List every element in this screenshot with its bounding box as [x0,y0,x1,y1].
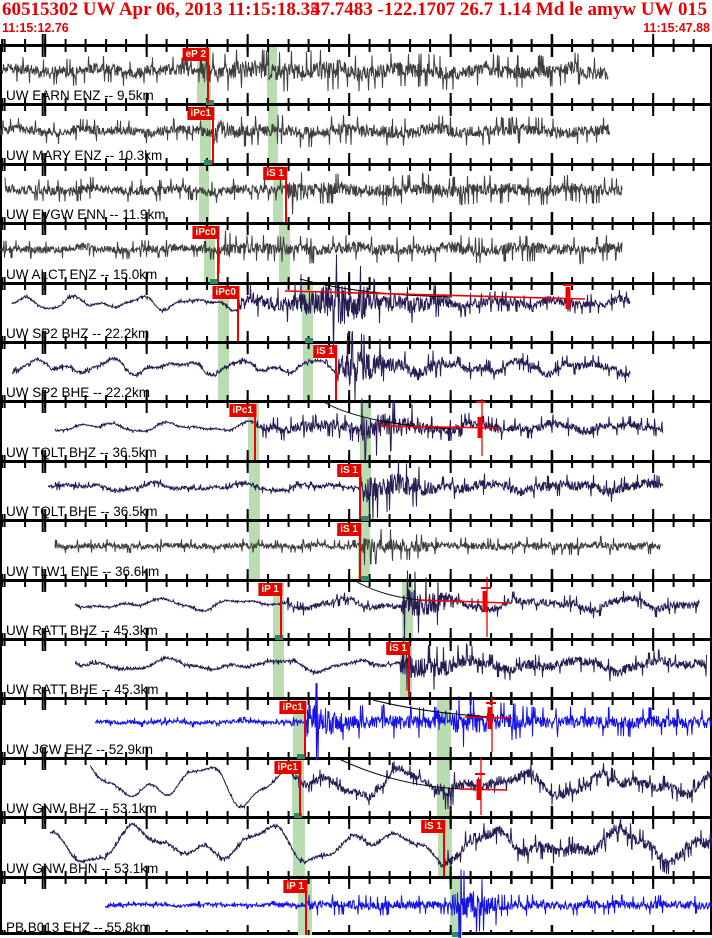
coda-mark [361,575,369,581]
pick-flag[interactable]: iS 1 [337,523,361,537]
station-label: UW GNW BHZ -- 53.1km [6,801,157,817]
pick-flag[interactable]: iP 1 [258,582,282,596]
trace-row[interactable]: UW MARY ENZ -- 10.3km iPc1 [0,103,712,165]
station-label: UW ALCT ENZ -- 15.0km [6,266,158,282]
window-end-time: 11:15:47.88 [643,21,710,35]
coda-mark [305,337,313,343]
trace-row[interactable]: UW JCW EHZ -- 52.9km iPc1 [0,697,712,759]
pick-flag[interactable]: iPc1 [274,760,301,774]
time-ticks [0,806,712,817]
pick-flag[interactable]: iPc1 [229,404,256,418]
time-ticks [0,641,712,651]
station-label: PB B013 EHZ -- 55.8km [6,919,151,935]
pick-flag[interactable]: iPc1 [187,107,214,121]
time-ticks [0,34,712,44]
trace-row[interactable]: UW ALCT ENZ -- 15.0km iPc0 [0,222,712,284]
coda-mark [206,100,214,106]
plot-left-border [0,44,2,935]
time-ticks [0,225,712,236]
station-label: UW TQLT BHZ -- 36.5km [6,444,157,460]
trace-row[interactable]: UW TQLT BHZ -- 36.5km iPc1 [0,400,712,460]
pick-flag[interactable]: iPc0 [212,285,239,299]
trace-row[interactable]: UW EVGW ENN -- 11.9km iS 1 [0,162,712,223]
time-ticks [0,759,712,770]
trace-row[interactable]: UW GNW BHZ -- 53.1km iPc1 [0,756,712,819]
time-ticks [0,212,712,223]
station-label: UW RATT BHE -- 45.3km [6,682,159,698]
station-label: UW EVGW ENN -- 11.9km [6,207,166,223]
pick-flag[interactable]: iS 1 [386,642,410,655]
time-ticks [0,344,712,354]
event-extra-number: 5 [697,0,708,20]
station-label: UW EARN ENZ -- 9.5km [6,88,154,104]
pick-flag[interactable]: iP 1 [283,879,307,893]
station-label: UW TQLT BHE -- 36.5km [6,504,158,520]
pick-flag[interactable]: iS 1 [421,820,445,834]
pick-flag[interactable]: iS 1 [337,463,361,477]
station-label: UW GNW BHN -- 53.1km [6,860,159,876]
pick-flag[interactable]: iPc1 [279,701,306,715]
event-id-and-time: 60515302 UW Apr 06, 2013 11:15:18.35 [2,0,320,20]
coda-mark [361,516,369,522]
pick-flag[interactable]: iS 1 [313,345,337,358]
trace-row[interactable]: UW GNW BHN -- 53.1km iS 1 [0,816,712,876]
station-label: UW RATT BHZ -- 45.3km [6,622,158,638]
pick-flag[interactable]: iS 1 [263,166,287,180]
coda-mark [204,159,212,165]
station-label: UW TLW1 ENE -- 36.6km [6,563,160,579]
time-ticks [0,581,712,592]
time-ticks [0,284,712,295]
coda-mark [452,931,460,937]
station-label: UW SP2 BHZ -- 22.2km [6,325,150,341]
trace-row[interactable]: PB B013 EHZ -- 55.8km iP 1 [0,875,712,937]
time-ticks [0,819,712,830]
station-label: UW JCW EHZ -- 52.9km [6,741,153,757]
event-location-magnitude: 47.7483 -122.1707 26.7 1.14 Md le amyw U… [311,0,697,20]
trace-row[interactable]: UW TQLT BHE -- 36.5km iS 1 [0,459,712,522]
station-label: UW MARY ENZ -- 10.3km [6,147,163,163]
trace-row[interactable]: UW EARN ENZ -- 9.5km eP 2 [0,44,712,106]
time-ticks [0,403,712,414]
time-ticks [0,47,712,57]
trace-row[interactable]: UW SP2 BHZ -- 22.2km iPc0 [0,281,712,343]
time-ticks [0,700,712,711]
station-label: UW SP2 BHE -- 22.2km [6,385,151,401]
plot-right-border [710,44,712,935]
time-ticks [0,878,712,889]
window-start-time: 11:15:12.76 [2,21,69,35]
time-ticks [0,93,712,104]
trace-row[interactable]: UW RATT BHE -- 45.3km iS 1 [0,638,712,698]
trace-row[interactable]: UW SP2 BHE -- 22.2km iS 1 [0,341,712,401]
pick-flag[interactable]: iPc0 [192,226,219,240]
coda-mark [294,813,302,819]
time-ticks [0,165,712,176]
trace-row[interactable]: UW RATT BHZ -- 45.3km iP 1 [0,578,712,640]
time-ticks [0,106,712,117]
pick-flag[interactable]: eP 2 [182,48,209,61]
time-ticks [0,152,712,163]
trace-row[interactable]: UW TLW1 ENE -- 36.6km iS 1 [0,519,712,581]
